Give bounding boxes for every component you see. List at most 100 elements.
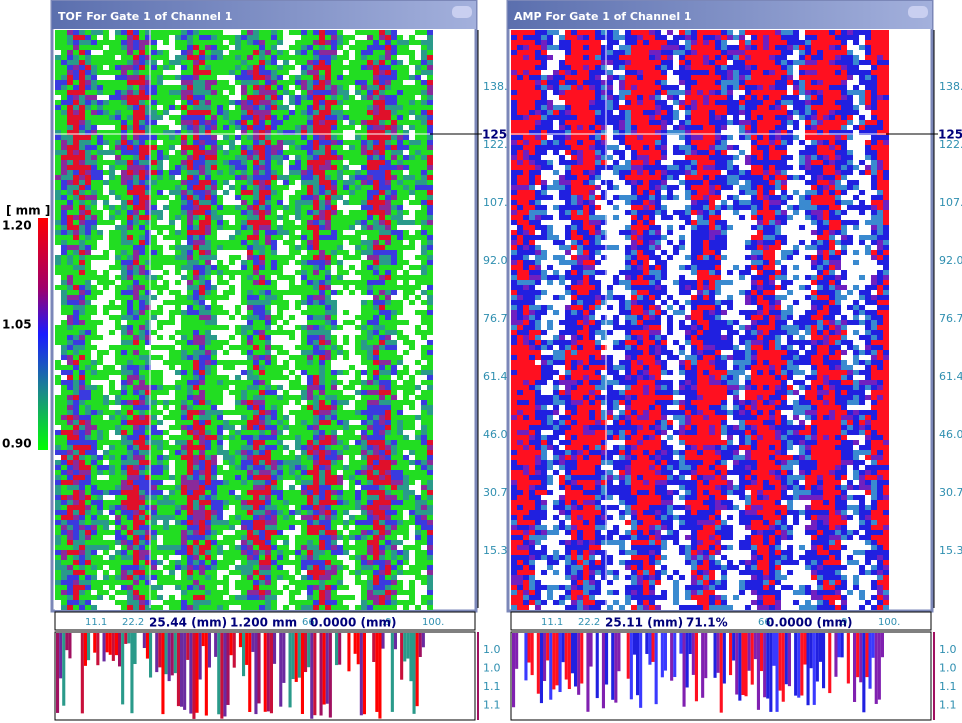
scan-cell: [343, 400, 349, 405]
scan-cell: [169, 345, 175, 350]
scan-cell: [139, 380, 145, 385]
scan-cell: [133, 305, 139, 310]
scan-cell: [355, 365, 361, 370]
scan-cell: [379, 330, 385, 335]
scan-cell: [151, 165, 157, 170]
scan-cell: [85, 305, 91, 310]
scan-cell: [85, 320, 91, 325]
scan-cell: [391, 420, 397, 425]
scan-cell: [127, 285, 133, 290]
scan-cell: [385, 265, 391, 270]
scan-cell: [211, 320, 217, 325]
scan-cell: [349, 300, 355, 305]
scan-cell: [169, 160, 175, 165]
scan-cell: [421, 240, 427, 245]
scan-cell: [403, 100, 409, 105]
scan-cell: [121, 275, 127, 280]
scan-cell: [97, 385, 103, 390]
scan-cell: [415, 315, 421, 320]
scan-cell: [301, 55, 307, 60]
scan-cell: [139, 295, 145, 300]
scan-cell: [277, 365, 283, 370]
scan-cell: [379, 280, 385, 285]
scan-cell: [367, 95, 373, 100]
scan-cell: [79, 425, 85, 430]
scan-cell: [259, 60, 265, 65]
scan-cell: [355, 380, 361, 385]
scan-cell: [247, 125, 253, 130]
scan-cell: [427, 125, 433, 130]
scan-cell: [211, 155, 217, 160]
scan-cell: [367, 150, 373, 155]
scan-cell: [193, 410, 199, 415]
scan-cell: [79, 35, 85, 40]
scan-cell: [121, 40, 127, 45]
scan-cell: [151, 265, 157, 270]
scan-cell: [379, 275, 385, 280]
scan-cell: [211, 410, 217, 415]
scan-cell: [85, 375, 91, 380]
scan-cell: [289, 125, 295, 130]
scan-cell: [247, 250, 253, 255]
scan-cell: [181, 125, 187, 130]
scan-cell: [67, 55, 73, 60]
scan-cell: [409, 150, 415, 155]
scan-cell: [187, 160, 193, 165]
scan-cell: [55, 100, 61, 105]
scan-cell: [277, 310, 283, 315]
scan-cell: [337, 245, 343, 250]
scan-cell: [85, 190, 91, 195]
scan-cell: [403, 150, 409, 155]
scan-cell: [397, 265, 403, 270]
scan-cell: [265, 65, 271, 70]
scan-cell: [319, 120, 325, 125]
scan-cell: [271, 195, 277, 200]
scan-cell: [271, 165, 277, 170]
scan-cell: [427, 390, 433, 395]
scan-cell: [79, 220, 85, 225]
scan-cell: [151, 205, 157, 210]
scan-cell: [415, 195, 421, 200]
scan-cell: [127, 415, 133, 420]
scan-cell: [157, 290, 163, 295]
scan-cell: [223, 30, 229, 35]
scan-cell: [379, 115, 385, 120]
scan-cell: [361, 265, 367, 270]
scan-cell: [103, 35, 109, 40]
scan-cell: [385, 255, 391, 260]
scan-cell: [127, 155, 133, 160]
scan-cell: [73, 220, 79, 225]
scan-cell: [157, 265, 163, 270]
scan-cell: [307, 285, 313, 290]
scan-cell: [211, 35, 217, 40]
scan-cell: [259, 295, 265, 300]
scan-cell: [313, 240, 319, 245]
scan-cell: [265, 160, 271, 165]
scan-cell: [313, 330, 319, 335]
scan-cell: [169, 230, 175, 235]
scan-cell: [79, 135, 85, 140]
scan-cell: [169, 315, 175, 320]
scan-cell: [277, 270, 283, 275]
scan-cell: [211, 295, 217, 300]
scan-cell: [397, 345, 403, 350]
scan-cell: [97, 95, 103, 100]
scan-cell: [61, 160, 67, 165]
scan-cell: [403, 85, 409, 90]
scan-cell: [91, 350, 97, 355]
scan-cell: [229, 175, 235, 180]
scan-cell: [241, 75, 247, 80]
scan-cell: [295, 230, 301, 235]
scan-cell: [373, 220, 379, 225]
scan-cell: [277, 205, 283, 210]
scan-cell: [115, 300, 121, 305]
scan-cell: [379, 180, 385, 185]
scan-cell: [103, 70, 109, 75]
scan-cell: [187, 185, 193, 190]
scan-cell: [181, 270, 187, 275]
scan-cell: [211, 75, 217, 80]
scan-cell: [409, 180, 415, 185]
scan-cell: [253, 190, 259, 195]
scan-cell: [85, 150, 91, 155]
scan-cell: [91, 210, 97, 215]
